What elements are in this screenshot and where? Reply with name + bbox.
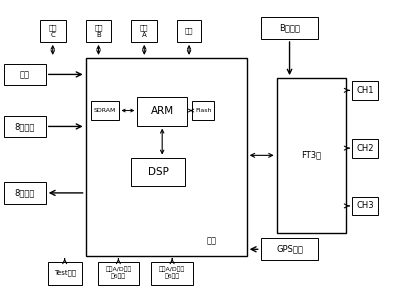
Text: 高速A/D采集
（6路）: 高速A/D采集 （6路） bbox=[105, 267, 131, 279]
Text: Flash: Flash bbox=[195, 108, 211, 113]
Text: FT3板: FT3板 bbox=[301, 151, 322, 160]
Text: 8对开出: 8对开出 bbox=[15, 188, 35, 197]
Bar bbox=[137, 97, 187, 126]
Bar bbox=[91, 101, 119, 120]
Bar bbox=[86, 58, 247, 256]
Text: 8对开入: 8对开入 bbox=[15, 122, 35, 131]
Text: DSP: DSP bbox=[148, 167, 169, 177]
Text: 光口
B: 光口 B bbox=[94, 24, 103, 38]
Text: SDRAM: SDRAM bbox=[94, 108, 116, 113]
Text: 高速A/D采集
（6路）: 高速A/D采集 （6路） bbox=[159, 267, 185, 279]
Text: 光口
A: 光口 A bbox=[140, 24, 148, 38]
Bar bbox=[4, 64, 46, 85]
Text: GPS接口: GPS接口 bbox=[276, 245, 303, 254]
Bar bbox=[261, 238, 318, 260]
Bar bbox=[352, 197, 378, 215]
Bar bbox=[192, 101, 214, 120]
Bar bbox=[4, 116, 46, 137]
Text: 电源: 电源 bbox=[20, 70, 30, 79]
Bar bbox=[131, 20, 157, 42]
Text: 主板: 主板 bbox=[206, 237, 216, 246]
Bar bbox=[277, 78, 346, 233]
Bar bbox=[352, 81, 378, 100]
Bar bbox=[151, 262, 193, 285]
Bar bbox=[4, 182, 46, 204]
Bar bbox=[86, 20, 111, 42]
Bar bbox=[177, 20, 201, 42]
Text: B码接收: B码接收 bbox=[279, 24, 300, 33]
Text: CH1: CH1 bbox=[357, 86, 374, 95]
Text: CH3: CH3 bbox=[356, 201, 374, 210]
Text: Test接口: Test接口 bbox=[54, 270, 76, 276]
Bar bbox=[352, 139, 378, 158]
Bar bbox=[40, 20, 66, 42]
Text: 光口
C: 光口 C bbox=[49, 24, 57, 38]
Text: CH2: CH2 bbox=[357, 144, 374, 153]
Text: ARM: ARM bbox=[150, 106, 174, 116]
Bar bbox=[98, 262, 139, 285]
Bar bbox=[48, 262, 82, 285]
Bar bbox=[131, 158, 185, 186]
Bar bbox=[261, 17, 318, 39]
Text: 电口: 电口 bbox=[185, 28, 193, 34]
